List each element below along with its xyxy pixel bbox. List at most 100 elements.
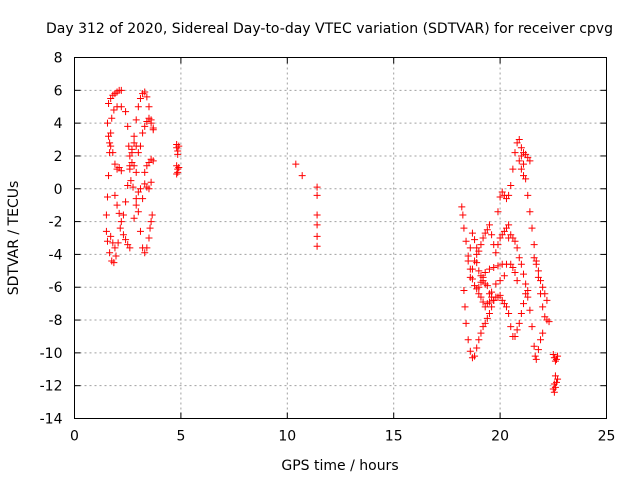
data-point <box>539 283 547 291</box>
data-point <box>496 193 504 201</box>
y-tick-label: -14 <box>40 412 63 428</box>
data-point <box>105 99 113 107</box>
data-point <box>473 344 481 352</box>
series-late-arc-c <box>464 221 513 311</box>
data-point <box>473 244 481 252</box>
data-point <box>141 88 149 96</box>
data-point <box>313 191 321 199</box>
data-point <box>494 208 502 216</box>
data-points <box>102 86 562 396</box>
data-point <box>507 323 515 331</box>
data-point <box>103 119 111 127</box>
data-point <box>494 241 502 249</box>
data-point <box>513 244 521 252</box>
data-point <box>143 244 151 252</box>
y-tick-label: -8 <box>49 313 63 329</box>
data-point <box>103 237 111 245</box>
data-point <box>134 208 142 216</box>
data-point <box>541 290 549 298</box>
data-point <box>175 163 183 171</box>
data-point <box>136 185 144 193</box>
data-point <box>148 211 156 219</box>
data-point <box>494 262 502 270</box>
data-point <box>530 241 538 249</box>
data-point <box>502 303 510 311</box>
data-point <box>513 326 521 334</box>
data-point <box>520 172 528 180</box>
data-point <box>147 119 155 127</box>
data-point <box>313 232 321 240</box>
data-point <box>459 211 467 219</box>
y-tick-label: -12 <box>40 379 63 395</box>
data-point <box>505 191 513 199</box>
data-point <box>126 165 134 173</box>
x-tick-label: 25 <box>598 429 616 445</box>
y-tick-label: 0 <box>54 182 63 198</box>
data-point <box>462 237 470 245</box>
data-point <box>111 244 119 252</box>
data-point <box>485 298 493 306</box>
data-point <box>102 211 110 219</box>
data-point <box>481 319 489 327</box>
data-point <box>119 211 127 219</box>
data-point <box>466 347 474 355</box>
data-point <box>126 152 134 160</box>
data-point <box>113 201 121 209</box>
data-point <box>507 181 515 189</box>
series-hour-11-group <box>292 160 321 250</box>
data-point <box>539 303 547 311</box>
data-point <box>109 149 117 157</box>
x-tick-label: 15 <box>385 429 403 445</box>
y-axis-title: SDTVAR / TECUs <box>6 181 22 296</box>
data-point <box>466 273 474 281</box>
data-point <box>174 150 182 158</box>
data-point <box>488 303 496 311</box>
data-point <box>122 108 130 116</box>
x-tick-label: 10 <box>278 429 296 445</box>
data-point <box>132 195 140 203</box>
data-point <box>543 296 551 304</box>
data-point <box>127 177 135 185</box>
data-point <box>108 114 116 122</box>
data-point <box>173 170 181 178</box>
series-late-arc-d <box>494 136 553 363</box>
data-point <box>460 287 468 295</box>
data-point <box>134 103 142 111</box>
data-point <box>531 352 539 360</box>
data-point <box>473 259 481 267</box>
data-point <box>110 106 118 114</box>
data-point <box>477 329 485 337</box>
data-point <box>117 86 125 94</box>
data-point <box>505 221 513 229</box>
data-point <box>517 260 525 268</box>
data-point <box>174 168 182 176</box>
series-early-arc-b <box>102 88 157 267</box>
x-tick-label: 20 <box>491 429 509 445</box>
data-point <box>515 136 523 144</box>
data-point <box>149 124 157 132</box>
data-point <box>130 214 138 222</box>
data-point <box>111 160 119 168</box>
chart-title: Day 312 of 2020, Sidereal Day-to-day VTE… <box>46 21 613 37</box>
series-late-end-group <box>549 351 562 396</box>
data-point <box>492 249 500 257</box>
data-point <box>532 260 540 268</box>
data-point <box>460 224 468 232</box>
data-point <box>122 198 130 206</box>
data-point <box>505 309 513 317</box>
data-point <box>488 231 496 239</box>
data-point <box>517 165 525 173</box>
x-tick-label: 5 <box>176 429 185 445</box>
data-point <box>466 244 474 252</box>
data-point <box>313 183 321 191</box>
y-tick-label: -10 <box>40 346 63 362</box>
data-point <box>134 149 142 157</box>
data-point <box>526 306 534 314</box>
data-point <box>483 314 491 322</box>
data-point <box>124 181 132 189</box>
data-point <box>119 231 127 239</box>
data-point <box>554 352 562 360</box>
data-point <box>471 236 479 244</box>
data-point <box>145 103 153 111</box>
data-point <box>500 272 508 280</box>
